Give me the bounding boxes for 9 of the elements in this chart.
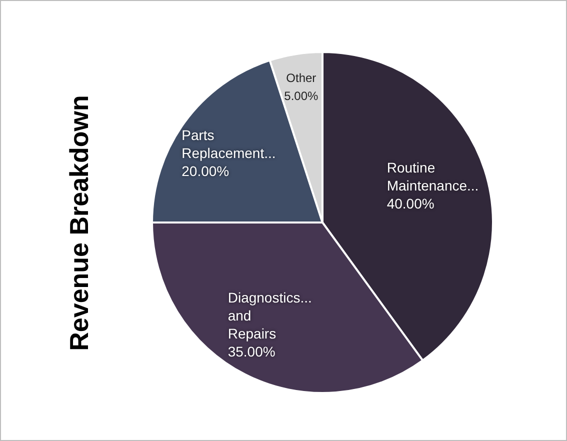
- text: Revenue Breakdown: [64, 95, 94, 351]
- data-label: 20.00%: [182, 163, 230, 180]
- slice-label: Parts Replacement...: [182, 127, 276, 162]
- slice-label: Diagnostics... and Repairs: [228, 290, 312, 342]
- data-label: 5.00%: [284, 89, 318, 104]
- data-label: 35.00%: [228, 344, 276, 360]
- slice-label: Other: [286, 71, 316, 86]
- slice-label: Routine Maintenance...: [386, 160, 479, 194]
- data-label: 40.00%: [386, 196, 434, 212]
